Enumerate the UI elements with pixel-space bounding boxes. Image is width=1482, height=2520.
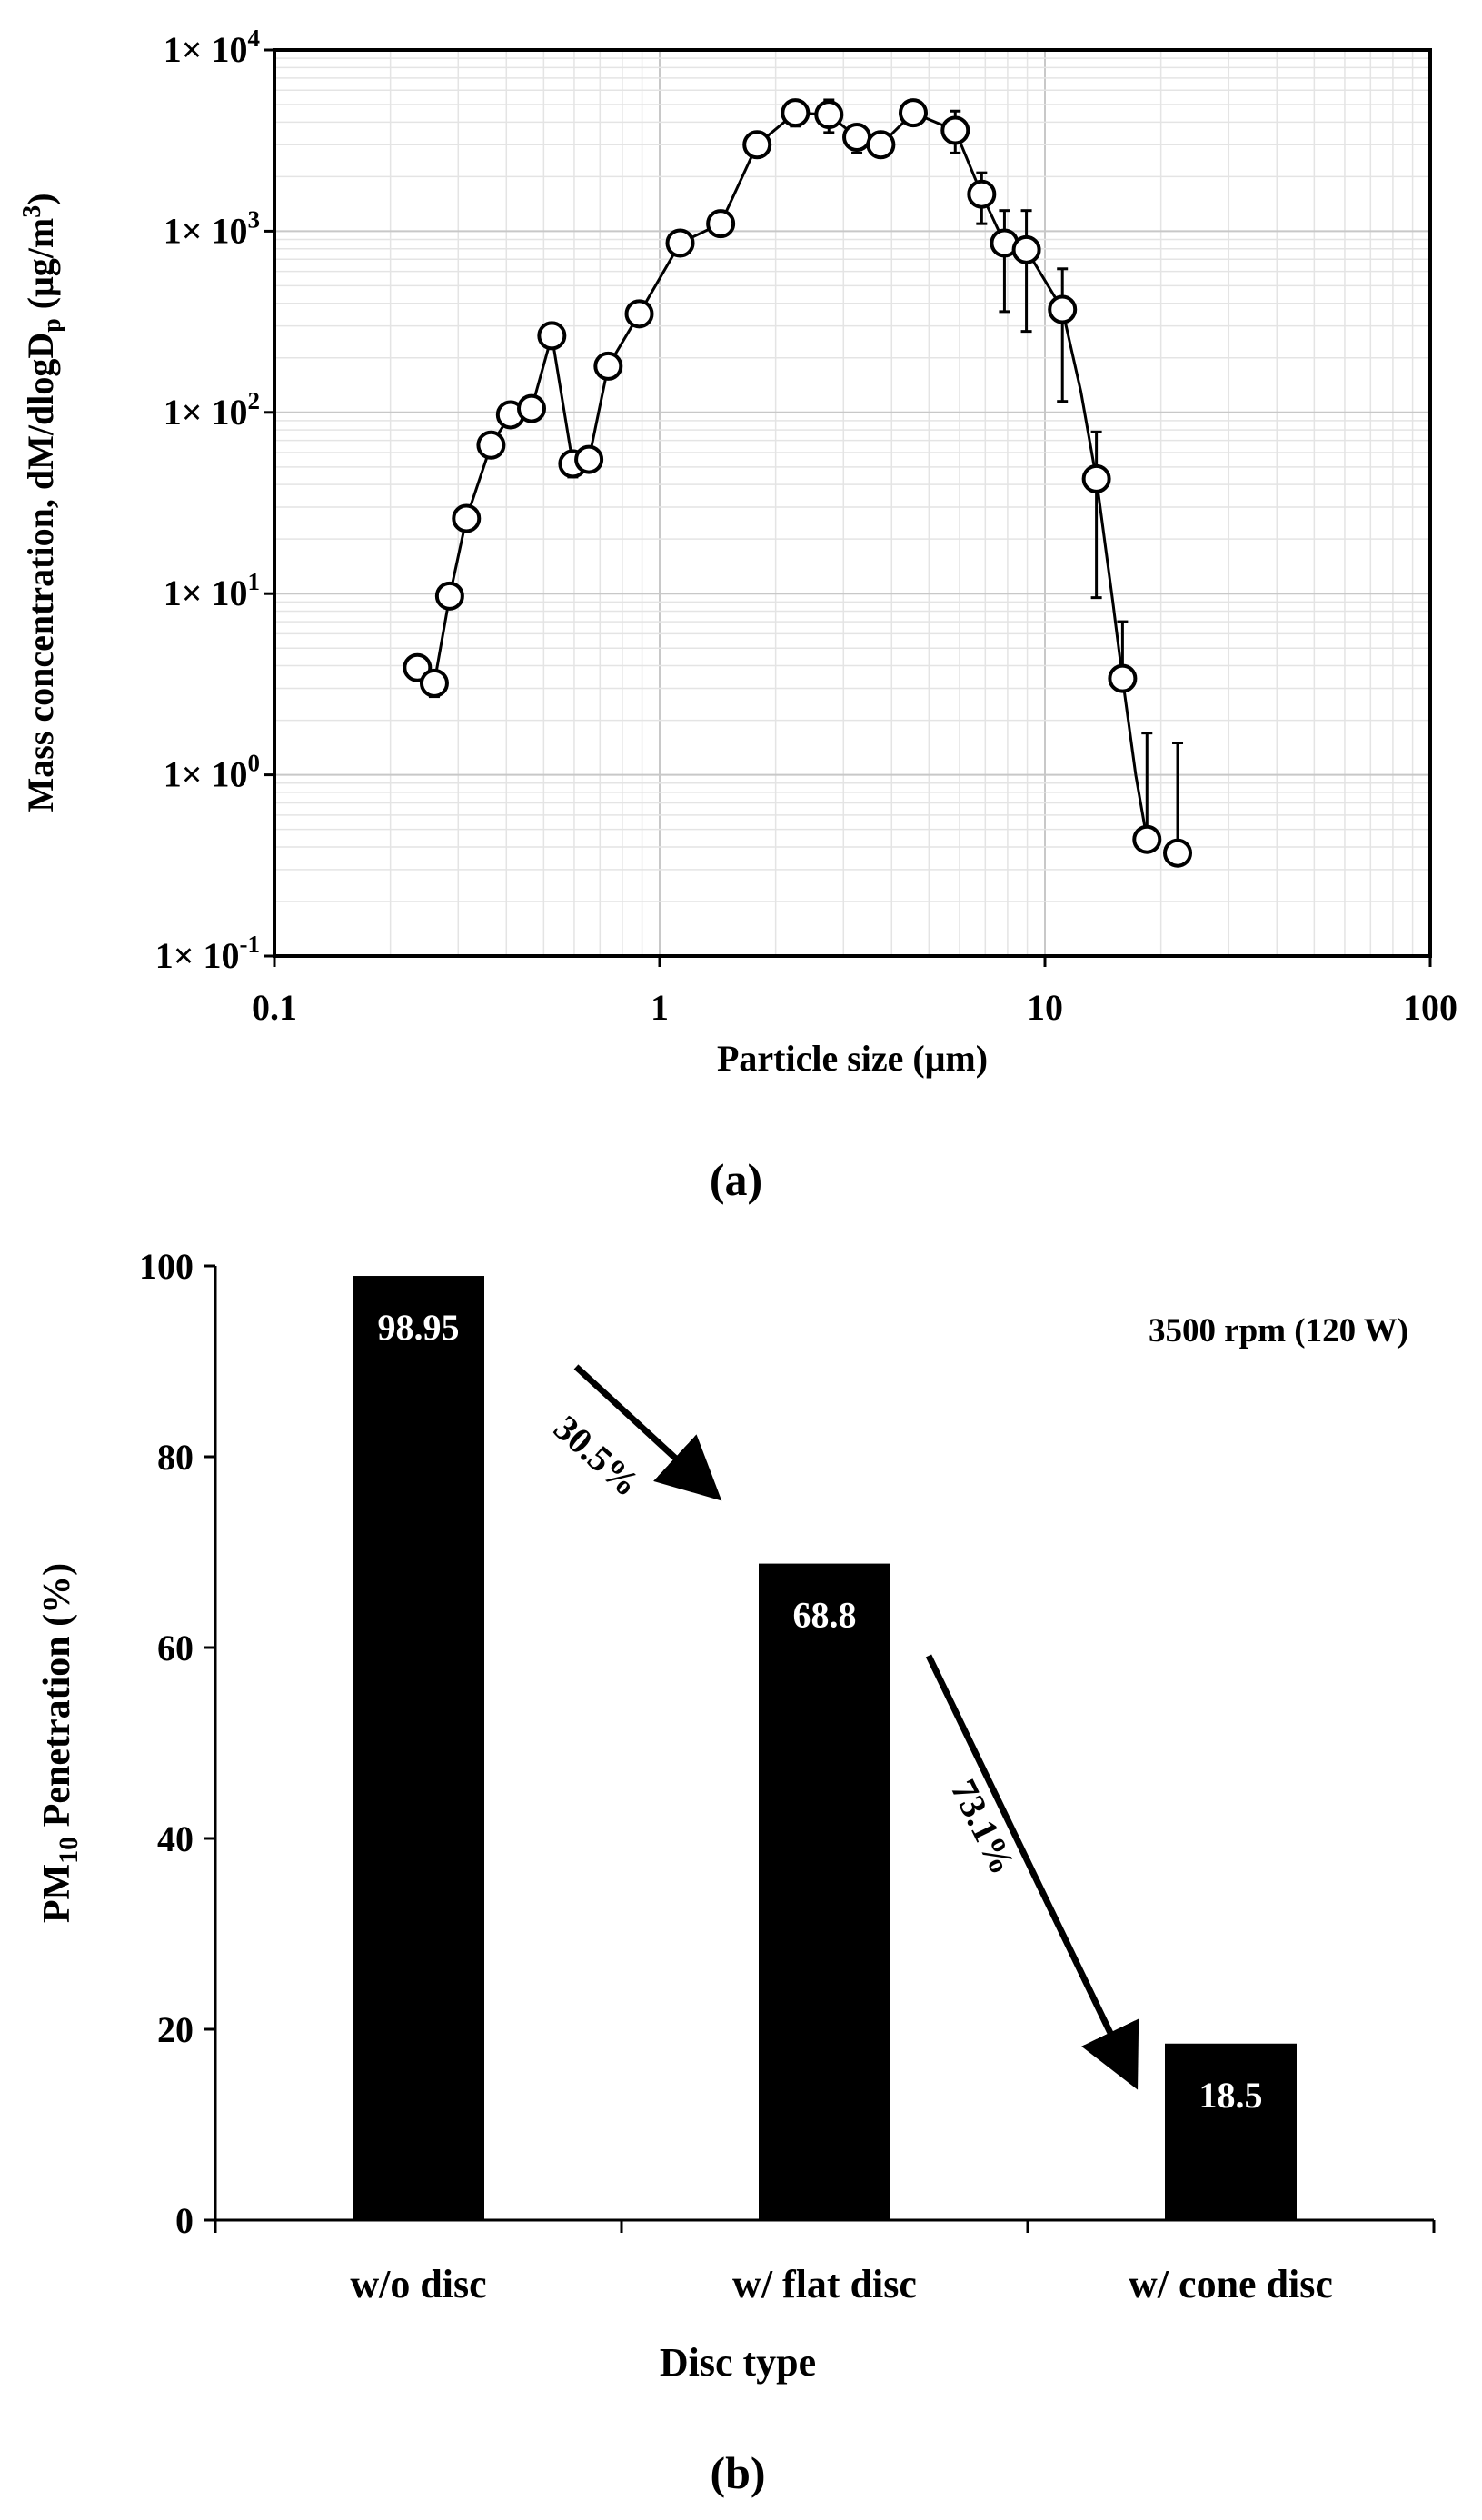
panel-a-label: (a)	[710, 1154, 762, 1205]
y-tick-label: 1× 104	[164, 25, 260, 70]
data-point	[537, 321, 567, 351]
data-point	[1011, 234, 1041, 264]
y-tick-label: 1× 100	[164, 750, 260, 795]
data-point	[1048, 294, 1078, 324]
data-point	[842, 123, 872, 153]
panel-b-y-ticks: 0 20 40 60 80 100	[139, 1246, 215, 2241]
y-tick-label: 0	[175, 2200, 194, 2241]
bar	[759, 1563, 890, 2220]
data-point	[1132, 824, 1162, 854]
category-label: w/ flat disc	[732, 2262, 917, 2306]
y-tick-label: 40	[157, 1818, 194, 1859]
category-label: w/o disc	[350, 2262, 486, 2306]
panel-b-bars: 98.95 68.8 18.5	[353, 1276, 1297, 2220]
bar-value-label: 18.5	[1199, 2075, 1263, 2116]
data-point	[967, 179, 997, 209]
panel-a-y-axis-label: Mass concentration, dM/dlogDp (μg/m3)	[18, 193, 66, 812]
y-tick-label: 1× 101	[164, 568, 260, 613]
y-tick-label: 60	[157, 1628, 194, 1668]
panel-a-plot-frame	[273, 48, 1432, 958]
panel-b-y-axis-label: PM10 Penetration (%)	[36, 1563, 84, 1923]
x-tick-label: 100	[1403, 987, 1457, 1028]
panel-a-grid	[274, 50, 1430, 957]
condition-annotation: 3500 rpm (120 W)	[1149, 1312, 1408, 1350]
panel-a-x-axis-label: Particle size (μm)	[717, 1038, 988, 1079]
data-point	[1081, 463, 1111, 493]
panel-a-x-ticks: 0.1 1 10 100	[252, 956, 1457, 1028]
data-point	[898, 98, 928, 128]
panel-b-x-ticks: w/o disc w/ flat disc w/ cone disc	[214, 2220, 1436, 2306]
bar	[353, 1276, 484, 2220]
data-point	[593, 351, 623, 381]
x-tick-label: 1	[651, 987, 669, 1028]
data-point	[624, 299, 654, 329]
category-label: w/ cone disc	[1129, 2262, 1333, 2306]
y-tick-label: 100	[139, 1246, 194, 1287]
panel-a-error-bars	[428, 98, 1184, 853]
data-point	[665, 228, 695, 258]
panel-b-label: (b)	[710, 2447, 765, 2498]
data-point	[814, 100, 844, 130]
data-point	[434, 581, 464, 611]
data-point	[940, 115, 970, 145]
y-tick-label: 1× 10-1	[155, 931, 260, 976]
y-tick-label: 1× 103	[164, 205, 260, 251]
panel-b-x-axis-label: Disc type	[660, 2340, 816, 2385]
data-point	[1163, 838, 1193, 868]
panel-b: 0 20 40 60 80 100 w/o disc w/ flat disc w/ cone…	[36, 1246, 1436, 2498]
data-point	[866, 130, 896, 160]
data-point	[517, 393, 547, 423]
y-tick-label: 80	[157, 1437, 194, 1478]
data-point	[574, 444, 604, 474]
reduction-arrow-1	[573, 1364, 722, 1501]
data-point	[1108, 663, 1138, 693]
y-tick-label: 20	[157, 2009, 194, 2050]
data-point	[452, 503, 482, 533]
data-point	[419, 668, 449, 698]
panel-a-points	[403, 98, 1193, 868]
panel-a-trend	[416, 111, 1149, 840]
bar-value-label: 68.8	[793, 1595, 857, 1636]
data-point	[476, 430, 506, 460]
data-point	[742, 130, 772, 160]
x-tick-label: 0.1	[252, 987, 297, 1028]
data-point	[781, 98, 811, 128]
y-tick-label: 1× 102	[164, 387, 260, 433]
bar-value-label: 98.95	[378, 1307, 460, 1348]
trend-line	[416, 111, 1149, 840]
data-point	[706, 209, 736, 239]
panel-a-y-ticks: 1× 10-1 1× 100 1× 101 1× 102 1× 103 1× 104	[155, 25, 274, 976]
reduction-arrow-2	[925, 1654, 1139, 2090]
bar	[1165, 2043, 1297, 2220]
x-tick-label: 10	[1027, 987, 1063, 1028]
